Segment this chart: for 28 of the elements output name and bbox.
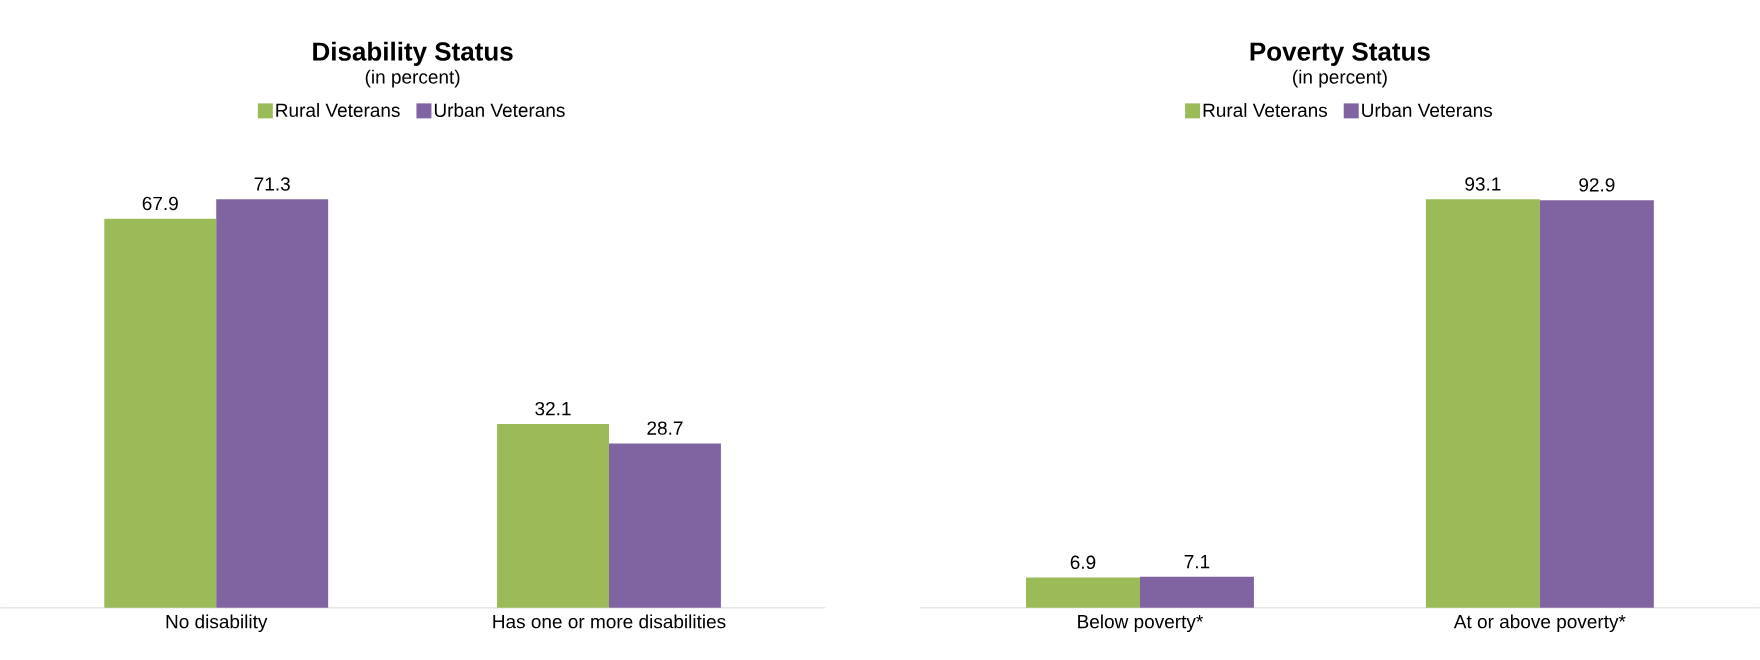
bar xyxy=(609,443,721,608)
bar xyxy=(216,199,329,608)
legend-label: Urban Veterans xyxy=(1362,103,1493,118)
bar xyxy=(1025,577,1140,608)
data-label: 92.9 xyxy=(1579,178,1615,192)
data-label: 32.1 xyxy=(535,402,571,416)
bar xyxy=(497,423,609,608)
x-tick-label: At or above poverty* xyxy=(1453,614,1626,633)
chart-subtitle: (in percent) xyxy=(1293,69,1387,88)
chart-subtitle: (in percent) xyxy=(365,69,460,88)
legend-label: Rural Veterans xyxy=(1203,103,1328,118)
x-tick-label: No disability xyxy=(166,614,268,633)
x-tick-label: Below poverty* xyxy=(1078,614,1203,633)
legend-label: Rural Veterans xyxy=(276,103,400,118)
x-tick-label: Has one or more disabilities xyxy=(493,614,726,629)
bar xyxy=(1139,576,1254,608)
bar xyxy=(1425,199,1540,608)
bar xyxy=(1539,200,1654,608)
data-label: 28.7 xyxy=(647,421,683,435)
bar xyxy=(104,218,217,608)
legend-label: Urban Veterans xyxy=(434,103,565,118)
data-label: 93.1 xyxy=(1465,177,1501,191)
data-label: 6.9 xyxy=(1070,555,1096,570)
data-label: 7.1 xyxy=(1184,555,1210,569)
data-label: 67.9 xyxy=(142,196,178,211)
data-label: 71.3 xyxy=(254,177,290,191)
chart-title: Disability Status xyxy=(313,41,513,66)
chart-title: Poverty Status xyxy=(1250,42,1430,66)
